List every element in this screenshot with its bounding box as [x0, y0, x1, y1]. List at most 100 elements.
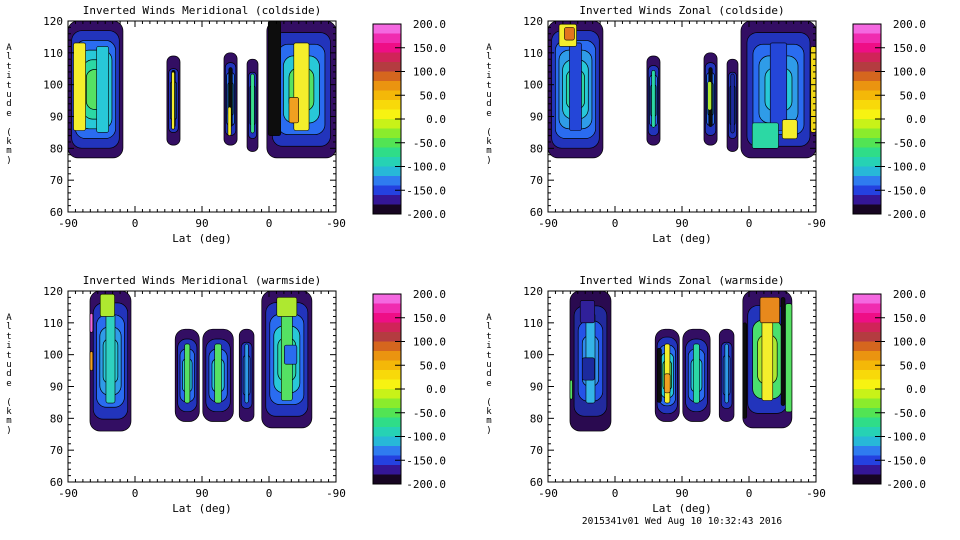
y-tick-label: 100 — [523, 349, 543, 362]
y-tick-label: 70 — [530, 174, 543, 187]
x-tick-label: 90 — [195, 217, 208, 230]
contour-plot-zonal-coldside: -90 0 90 0 -90 120 110 100 90 80 70 60 200.0 150.0 100… — [523, 15, 926, 230]
x-axis-label: Lat (deg) — [172, 502, 232, 515]
y-tick-label: 60 — [530, 476, 543, 489]
contour-accent — [288, 97, 299, 124]
x-tick-label: 0 — [612, 217, 619, 230]
x-axis-label: Lat (deg) — [652, 232, 712, 245]
contour-core — [214, 343, 222, 404]
colorbar-tick-label: -50.0 — [413, 407, 446, 420]
colorbar-tick-label: 0.0 — [426, 383, 446, 396]
colorbar: 200.0 150.0 100.0 50.0 0.0 -50.0 -100.0 -150.0 -… — [852, 288, 927, 491]
x-tick-label: -90 — [326, 487, 346, 500]
colorbar-tick-label: 200.0 — [413, 18, 446, 31]
contour-core — [250, 73, 255, 134]
contour-accent — [569, 379, 573, 400]
contour-accent — [742, 322, 748, 419]
y-tick-label: 80 — [50, 412, 63, 425]
colorbar-tick-label: -200.0 — [886, 478, 926, 491]
quadrant-meridional-warmside: -90 0 90 0 -90 120 110 100 90 80 70 60 200.0 150.0 100… — [0, 270, 480, 540]
y-tick-label: 100 — [43, 79, 63, 92]
y-tick-label: 90 — [50, 111, 63, 124]
x-tick-label: 90 — [675, 487, 688, 500]
colorbar-tick-label: 200.0 — [893, 18, 926, 31]
x-axis-label: Lat (deg) — [652, 502, 712, 515]
axes — [67, 20, 337, 213]
contour-accent — [664, 373, 671, 394]
y-tick-label: 110 — [43, 317, 63, 330]
colorbar-tick-label: -150.0 — [406, 184, 446, 197]
y-tick-label: 110 — [523, 47, 543, 60]
x-tick-label: 0 — [612, 487, 619, 500]
colorbar-tick-label: -150.0 — [886, 454, 926, 467]
y-tick-label: 110 — [523, 317, 543, 330]
colorbar-tick-label: 100.0 — [413, 66, 446, 79]
quadrant-zonal-coldside: -90 0 90 0 -90 120 110 100 90 80 70 60 200.0 150.0 100… — [480, 0, 960, 270]
contour-core — [73, 42, 86, 131]
contour-plot-zonal-warmside: -90 0 90 0 -90 120 110 100 90 80 70 60 200.0 150.0 100… — [523, 285, 927, 500]
colorbar: 200.0 150.0 100.0 50.0 0.0 -50.0 -100.0 -150.0 -… — [372, 18, 447, 221]
colorbar-tick-label: -200.0 — [406, 208, 446, 221]
colorbar-tick-label: -50.0 — [893, 407, 926, 420]
axes — [547, 20, 817, 213]
contour-accent — [89, 312, 94, 333]
colorbar-tick-label: -100.0 — [886, 161, 926, 174]
contour-accent — [564, 27, 575, 41]
contour-accent — [707, 81, 712, 111]
colorbar-tick-label: -100.0 — [406, 431, 446, 444]
colorbar-tick-label: 50.0 — [420, 89, 447, 102]
contour-accent — [759, 297, 780, 324]
colorbar-tick-label: 0.0 — [906, 383, 926, 396]
quadrant-zonal-warmside: -90 0 90 0 -90 120 110 100 90 80 70 60 200.0 150.0 100… — [480, 270, 960, 540]
contour-accent — [267, 21, 281, 136]
footer-timestamp: 2015341v01 Wed Aug 10 10:32:43 2016 — [581, 516, 783, 527]
x-tick-label: -90 — [538, 487, 558, 500]
contour-core — [761, 312, 774, 401]
contour-accent — [276, 297, 298, 317]
contour-plot-meridional-warmside: -90 0 90 0 -90 120 110 100 90 80 70 60 200.0 150.0 100… — [43, 285, 446, 500]
colorbar-tick-label: -100.0 — [886, 431, 926, 444]
y-tick-label: 70 — [50, 444, 63, 457]
x-tick-label: 90 — [195, 487, 208, 500]
x-tick-label: 0 — [746, 487, 753, 500]
colorbar-tick-label: 100.0 — [893, 66, 926, 79]
y-tick-label: 70 — [50, 174, 63, 187]
colorbar-tick-label: 200.0 — [893, 288, 926, 301]
x-tick-label: -90 — [58, 217, 78, 230]
contour-core — [105, 313, 116, 404]
panel-title: Inverted Winds Zonal (warmside) — [579, 274, 785, 287]
quadrant-meridional-coldside: -90 0 90 0 -90 120 110 100 90 80 70 60 200.0 150.0 100… — [0, 0, 480, 270]
x-tick-label: 0 — [746, 217, 753, 230]
y-tick-label: 110 — [43, 47, 63, 60]
y-tick-label: 90 — [530, 381, 543, 394]
contour-core — [693, 343, 700, 404]
colorbar-tick-label: -150.0 — [406, 454, 446, 467]
contour-core — [730, 73, 735, 134]
contour-accent — [96, 46, 109, 133]
x-tick-label: 0 — [266, 217, 273, 230]
contour-bands — [68, 21, 336, 159]
colorbar-tick-label: -200.0 — [406, 478, 446, 491]
colorbar-tick-label: 200.0 — [413, 288, 446, 301]
colorbar-tick-label: -100.0 — [406, 161, 446, 174]
y-tick-label: 100 — [43, 349, 63, 362]
y-tick-label: 80 — [530, 142, 543, 155]
x-tick-label: -90 — [806, 487, 826, 500]
contour-accent — [581, 357, 595, 381]
y-tick-label: 60 — [530, 206, 543, 219]
colorbar-tick-label: 150.0 — [413, 42, 446, 55]
x-tick-label: 0 — [266, 487, 273, 500]
contour-bands — [569, 291, 793, 432]
contour-accent — [284, 344, 298, 365]
x-tick-label: -90 — [326, 217, 346, 230]
contour-accent — [780, 297, 786, 406]
x-tick-label: -90 — [58, 487, 78, 500]
colorbar-tick-label: 150.0 — [893, 42, 926, 55]
colorbar-tick-label: 50.0 — [900, 359, 927, 372]
contour-accent — [227, 106, 232, 136]
y-tick-label: 60 — [50, 206, 63, 219]
y-tick-label: 60 — [50, 476, 63, 489]
